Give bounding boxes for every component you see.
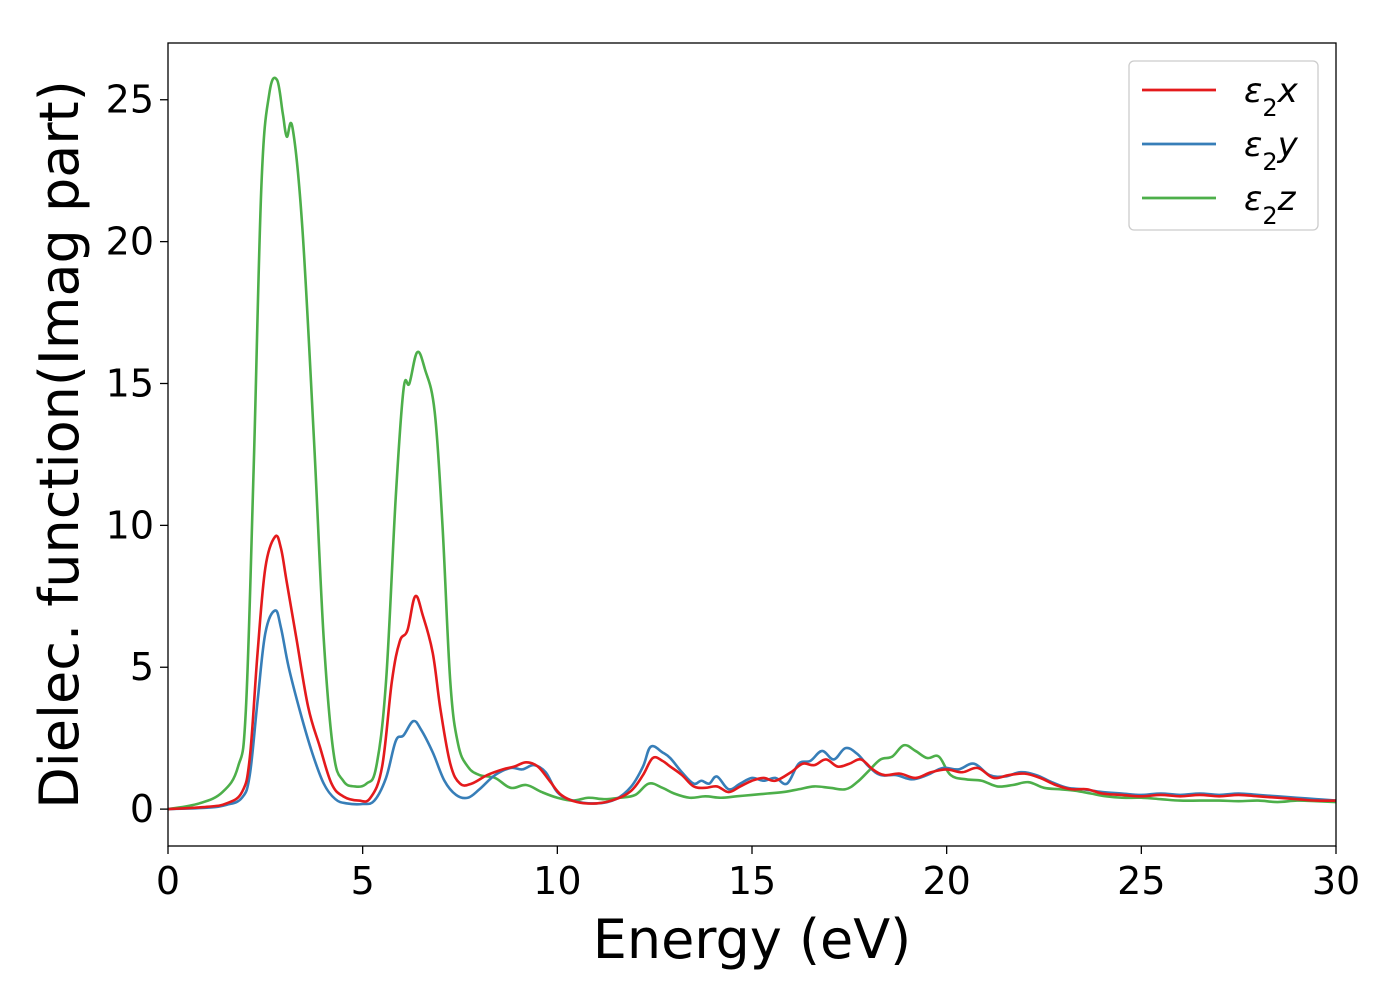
series-line-x: [168, 534, 1336, 811]
x-tick-label: 20: [922, 859, 970, 903]
y-tick-label: 20: [106, 220, 154, 264]
plot-content: [168, 76, 1336, 811]
y-tick-label: 15: [106, 361, 154, 405]
legend-label-z: ε2z: [1244, 179, 1297, 230]
y-tick-label: 5: [130, 645, 154, 689]
y-tick-label: 0: [130, 787, 154, 831]
legend-label-x: ε2x: [1244, 71, 1299, 122]
x-tick-label: 0: [156, 859, 180, 903]
y-tick-label: 25: [106, 78, 154, 122]
y-axis-title: Dielec. function(Imag part): [28, 80, 91, 809]
x-tick-label: 25: [1117, 859, 1165, 903]
x-tick-label: 15: [728, 859, 776, 903]
x-tick-label: 30: [1312, 859, 1360, 903]
x-axis-ticks: 0 5 10 15 20 25 30: [156, 846, 1360, 903]
y-axis-ticks: 0 5 10 15 20 25: [106, 78, 168, 831]
legend-label-y: ε2y: [1244, 125, 1299, 176]
x-tick-label: 5: [351, 859, 375, 903]
x-axis-title: Energy (eV): [593, 908, 912, 971]
y-tick-label: 10: [106, 503, 154, 547]
x-tick-label: 10: [533, 859, 581, 903]
legend-box: [1128, 60, 1319, 231]
